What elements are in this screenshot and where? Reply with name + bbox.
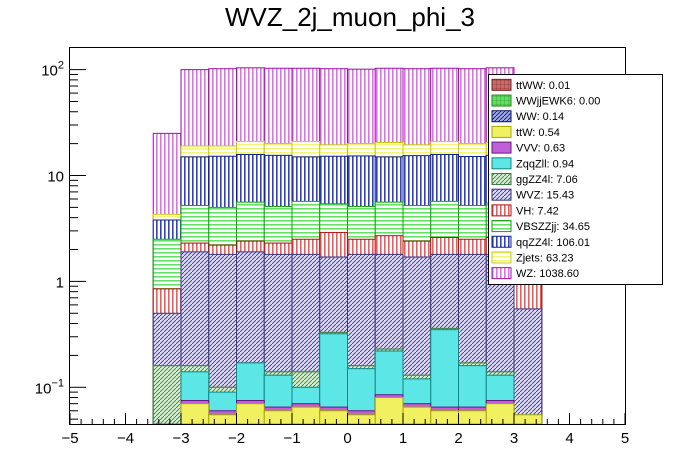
x-tick-label: 3 (510, 430, 518, 447)
bar-ttw-bin-8 (374, 397, 404, 425)
x-tick-label: −5 (61, 430, 78, 447)
y-tick-label: 102 (41, 60, 64, 80)
legend-swatch-ttww (491, 78, 512, 91)
x-tick-label: −2 (228, 430, 245, 447)
legend-swatch-wvz (491, 188, 512, 201)
bar-ttw-bin-2 (208, 414, 237, 425)
bar-ttw-bin-7 (347, 414, 376, 425)
bar-ttw-bin-1 (180, 403, 210, 425)
legend-swatch-wz (491, 267, 512, 280)
legend-box (488, 74, 663, 285)
legend-label-zqqzll: ZqqZll: 0.94 (516, 158, 574, 170)
legend-label-qqzz4l: qqZZ4l: 106.01 (516, 237, 590, 249)
histogram-bars (152, 67, 543, 425)
x-tick-label: 5 (621, 430, 629, 447)
legend-swatch-wwjjewk6 (491, 94, 512, 107)
x-tick-label: −1 (283, 430, 300, 447)
bar-ttw-bin-13 (513, 414, 543, 425)
y-tick-label: 10 (47, 169, 64, 186)
bar-ttw-bin-11 (458, 410, 487, 425)
bar-ttw-bin-5 (291, 406, 321, 425)
series-ttw (180, 397, 543, 425)
legend-swatch-vh (491, 204, 512, 217)
legend-swatch-zqqzll (491, 157, 512, 170)
x-tick-label: −4 (117, 430, 134, 447)
legend-swatch-qqzz4l (491, 235, 512, 248)
bar-wvz-bin-13 (513, 308, 543, 425)
x-tick-label: 2 (454, 430, 462, 447)
legend-swatch-zjets (491, 251, 512, 264)
legend-label-vvv: VVV: 0.63 (516, 143, 565, 155)
legend-label-vh: VH: 7.42 (516, 205, 559, 217)
legend-label-wz: WZ: 1038.60 (516, 268, 579, 280)
chart-title: WVZ_2j_muon_phi_3 (225, 2, 475, 32)
bar-ttw-bin-4 (263, 410, 293, 425)
legend-label-wvz: WVZ: 15.43 (516, 190, 574, 202)
y-tick-label: 10−1 (35, 377, 64, 397)
x-tick-label: 0 (343, 430, 351, 447)
x-axis: −5 −4 −3 −2 −1 0 1 2 3 4 5 (61, 413, 629, 447)
bar-ttw-bin-10 (430, 410, 459, 425)
legend-swatch-ww (491, 110, 512, 123)
legend-swatch-ttw (491, 125, 512, 138)
x-tick-label: 1 (399, 430, 407, 447)
bar-ttw-bin-9 (402, 406, 432, 425)
y-axis: 10−1 1 10 102 (35, 60, 86, 420)
legend-label-ttw: ttW: 0.54 (516, 127, 560, 139)
legend-label-zjets: Zjets: 63.23 (516, 252, 573, 264)
legend-swatch-vvv (491, 141, 512, 154)
bar-ggzz4l-bin-0 (152, 365, 182, 425)
bar-ttw-bin-6 (319, 410, 348, 425)
bar-ttw-bin-12 (485, 403, 515, 425)
legend: ttWW: 0.01 WWjjEWK6: 0.00 WW: 0.14 ttW: 0.5… (488, 74, 663, 285)
legend-label-wwjjewk6: WWjjEWK6: 0.00 (516, 96, 600, 108)
legend-swatch-vbszzjj (491, 220, 512, 233)
legend-label-vbszzjj: VBSZZjj: 34.65 (516, 221, 590, 233)
y-tick-label: 1 (56, 274, 64, 291)
bar-ttw-bin-3 (236, 403, 265, 425)
legend-label-ggzz4l: ggZZ4l: 7.06 (516, 174, 578, 186)
x-tick-label: 4 (565, 430, 573, 447)
x-tick-label: −3 (172, 430, 189, 447)
legend-label-ww: WW: 0.14 (516, 111, 564, 123)
legend-label-ttww: ttWW: 0.01 (516, 80, 570, 92)
legend-swatch-ggzz4l (491, 173, 512, 185)
